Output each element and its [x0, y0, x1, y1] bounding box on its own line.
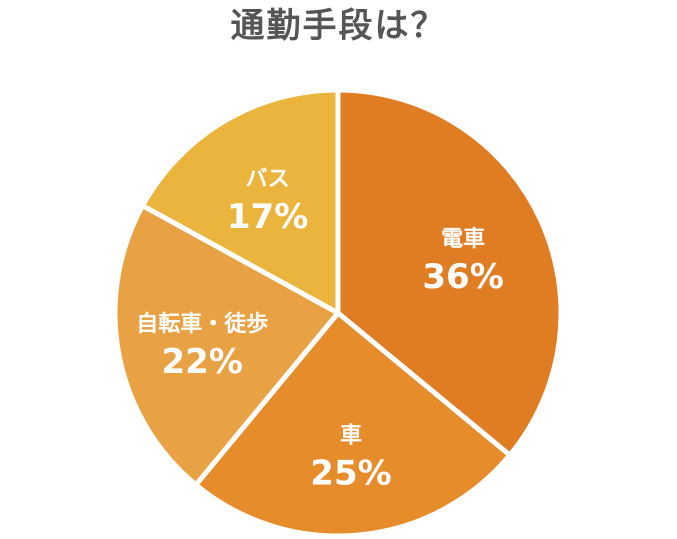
slice-label-3: バス [246, 167, 290, 192]
pie-slice-3 [140, 87, 341, 316]
slice-value-label-1: 25% [310, 454, 391, 494]
slice-value-label-3: 17% [227, 197, 308, 237]
slice-value-label-0: 36% [422, 257, 503, 297]
pie-slice-2 [112, 203, 341, 488]
pie-slice-0 [335, 87, 564, 458]
slice-value-label-2: 22% [162, 342, 243, 382]
slice-label-1: 車 [340, 424, 362, 449]
slice-label-2: 自転車・徒歩 [136, 311, 268, 337]
slice-label-0: 電車 [441, 227, 485, 252]
chart-title: 通勤手段は？ [230, 6, 447, 46]
pie-slice-1 [193, 310, 513, 539]
